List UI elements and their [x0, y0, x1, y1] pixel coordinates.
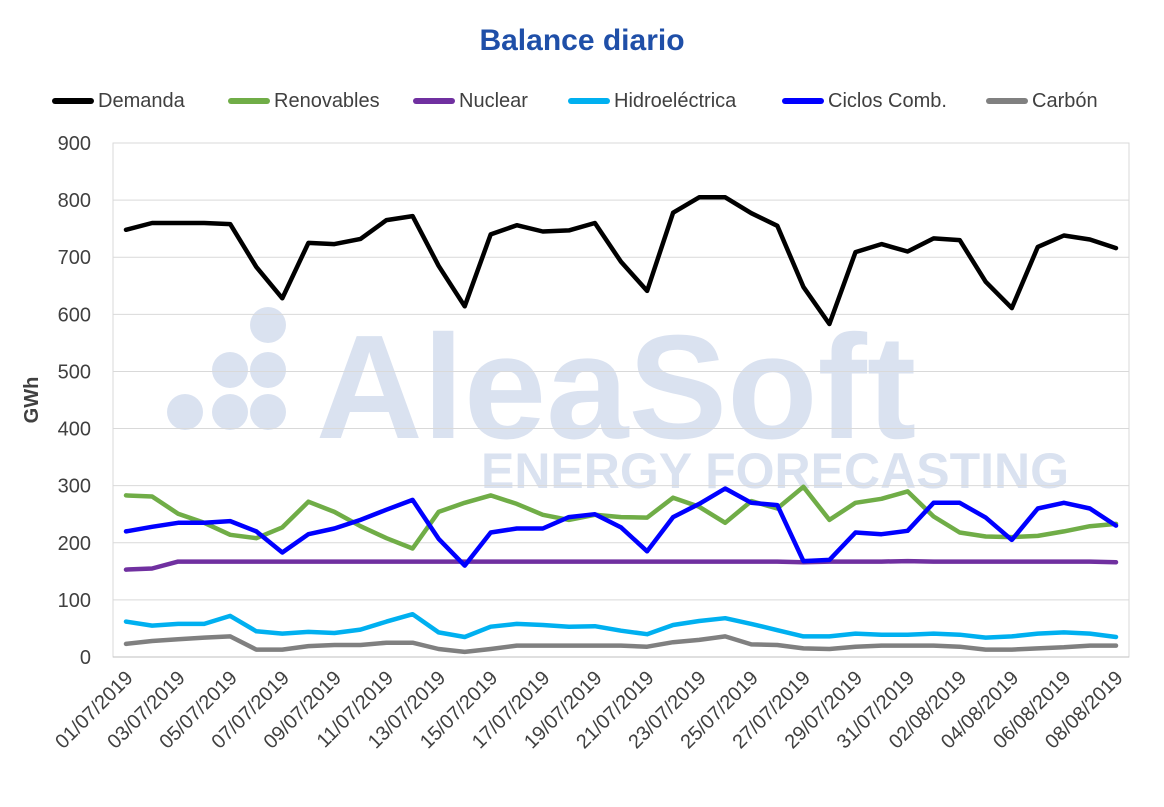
legend-item: Carbón [986, 86, 1098, 116]
legend-item: Nuclear [413, 86, 528, 116]
series-line-renovables [123, 484, 1119, 551]
legend-label: Ciclos Comb. [828, 89, 947, 112]
series-line-demanda [123, 195, 1119, 327]
watermark-dot [250, 394, 286, 430]
watermark-dot [250, 307, 286, 343]
y-tick-label: 300 [58, 476, 91, 498]
y-axis-label: GWh [21, 377, 43, 424]
y-tick-label: 600 [58, 304, 91, 326]
legend-swatch [228, 98, 270, 104]
legend-swatch [986, 98, 1028, 104]
watermark-dot [212, 352, 248, 388]
watermark-subtitle: ENERGY FORECASTING [481, 443, 1069, 499]
watermark-title: AleaSoft [316, 305, 916, 470]
legend-label: Renovables [274, 89, 380, 112]
series-line-nuclear [123, 558, 1119, 572]
y-tick-label: 700 [58, 247, 91, 269]
legend-swatch [568, 98, 610, 104]
legend-item: Ciclos Comb. [782, 86, 947, 116]
y-tick-label: 800 [58, 190, 91, 212]
y-tick-label: 400 [58, 419, 91, 441]
legend-item: Hidroeléctrica [568, 86, 736, 116]
watermark-dot [212, 394, 248, 430]
y-tick-label: 900 [58, 133, 91, 155]
watermark-dot [167, 394, 203, 430]
legend-label: Hidroeléctrica [614, 89, 737, 112]
y-tick-label: 200 [58, 533, 91, 555]
series-line-carb-n [123, 634, 1119, 655]
legend-swatch [52, 98, 94, 104]
legend-item: Renovables [228, 86, 380, 116]
y-tick-label: 500 [58, 361, 91, 383]
legend-label: Carbón [1032, 89, 1098, 112]
watermark-dot [250, 352, 286, 388]
legend-label: Nuclear [459, 89, 528, 112]
legend-label: Demanda [98, 89, 185, 112]
y-tick-label: 100 [58, 590, 91, 612]
chart-legend: Demanda Renovables Nuclear Hidroeléctrica Ci… [0, 86, 1164, 116]
series-line-hidroel-ctrica [123, 611, 1119, 640]
legend-item: Demanda [52, 86, 185, 116]
chart-title: Balance diario [479, 24, 685, 57]
y-tick-label: 0 [80, 647, 91, 669]
legend-swatch [782, 98, 824, 104]
legend-swatch [413, 98, 455, 104]
series-line-ciclos-comb- [123, 486, 1119, 568]
